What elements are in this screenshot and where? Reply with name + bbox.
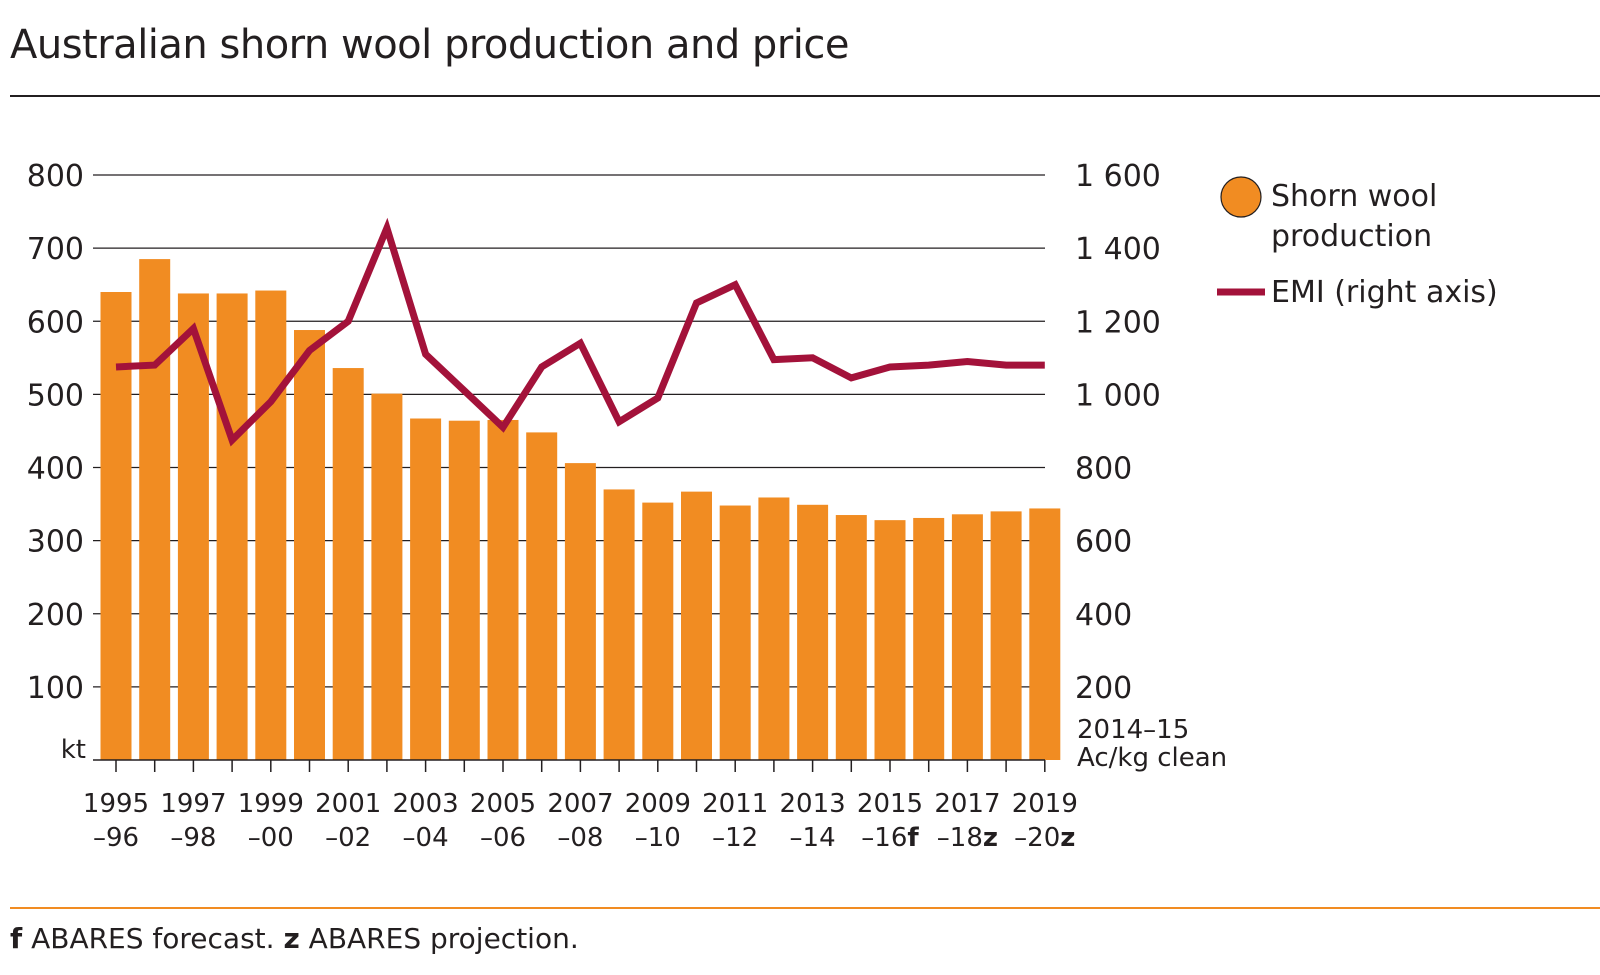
x-tick-label-range-text: –20 [1014, 823, 1060, 853]
bar-production [294, 330, 325, 760]
bar-production [990, 511, 1022, 760]
x-tick-label-year: 2005 [470, 789, 536, 819]
x-tick-label-year: 2019 [1012, 789, 1078, 819]
y-right-tick-label: 200 [1075, 671, 1132, 706]
footnote-z-text: ABARES projection. [299, 922, 579, 955]
y-left-tick-label: 200 [27, 598, 84, 633]
y-right-tick-label: 400 [1075, 598, 1132, 633]
y-left-tick-label: 700 [27, 232, 84, 267]
y-left-tick-label: 600 [27, 305, 84, 340]
y-left-unit-label: kt [61, 735, 86, 765]
bar-production [564, 463, 596, 760]
y-right-tick-label: 1 400 [1075, 232, 1161, 267]
y-left-tick-label: 300 [27, 525, 84, 560]
y-left-tick-label: 400 [27, 452, 84, 487]
bar-production [487, 419, 519, 760]
bar-production [526, 432, 558, 760]
bar-production [410, 418, 442, 760]
x-tick-label-range-text: –00 [248, 823, 294, 853]
bar-production [642, 502, 674, 760]
x-tick-label-range-text: –06 [480, 823, 526, 853]
bar-production [835, 515, 867, 760]
bar-production [603, 489, 635, 760]
bar-production [719, 505, 751, 760]
bar-production [332, 368, 364, 760]
bar-production [758, 497, 790, 760]
x-tick-label-range: –04 [403, 823, 449, 853]
bar-production [216, 293, 248, 760]
bar-production [681, 491, 712, 760]
x-tick-label-suffix: f [907, 823, 919, 853]
x-tick-label-range: –14 [790, 823, 836, 853]
x-tick-label-range-text: –04 [403, 823, 449, 853]
footnote-f-marker: f [10, 922, 23, 955]
footnote-z-marker: z [283, 922, 300, 955]
x-tick-label-range-text: –96 [93, 823, 139, 853]
bar-production [874, 520, 906, 760]
x-tick-label-range: –18z [937, 823, 998, 853]
bar-production [100, 292, 132, 760]
bar-production [448, 420, 480, 760]
legend-label-production-2: production [1271, 219, 1432, 254]
x-tick-label-range-text: –12 [712, 823, 758, 853]
y-right-tick-label: 600 [1075, 525, 1132, 560]
bar-production [913, 517, 945, 760]
x-tick-label-year: 2009 [625, 789, 691, 819]
y-left-tick-label: 100 [27, 671, 84, 706]
bar-production [255, 290, 287, 760]
x-tick-label-range: –98 [170, 823, 216, 853]
bar-production [951, 514, 983, 760]
y-right-unit-label-2: Ac/kg clean [1077, 743, 1227, 773]
x-tick-label-range: –08 [557, 823, 603, 853]
x-tick-label-range-text: –02 [325, 823, 371, 853]
footnote-rule [10, 907, 1600, 909]
x-tick-label-year: 1995 [83, 789, 149, 819]
x-tick-label-range: –20z [1014, 823, 1075, 853]
x-tick-label-year: 2003 [393, 789, 459, 819]
y-right-tick-label: 1 000 [1075, 378, 1161, 413]
bar-production [1029, 508, 1061, 760]
legend-swatch-production [1220, 176, 1262, 218]
chart: 800 700 600 500 400 300 200 100 kt 1 600 1 400 1 20… [27, 159, 1498, 853]
x-tick-label-year: 1999 [238, 789, 304, 819]
y-left-tick-label: 800 [27, 159, 84, 194]
x-tick-label-year: 1997 [160, 789, 226, 819]
bar-production [371, 393, 403, 760]
title-rule [10, 95, 1600, 97]
legend-label-production-1: Shorn wool [1271, 179, 1437, 214]
y-right-tick-label: 1 200 [1075, 305, 1161, 340]
x-tick-label-suffix: z [983, 823, 998, 853]
x-tick-label-range: –12 [712, 823, 758, 853]
y-left-tick-label: 500 [27, 378, 84, 413]
y-right-tick-label: 800 [1075, 452, 1132, 487]
y-right-unit-label-1: 2014–15 [1077, 715, 1189, 745]
x-tick-label-year: 2015 [857, 789, 923, 819]
x-tick-label-year: 2011 [702, 789, 768, 819]
x-tick-label-range-text: –08 [557, 823, 603, 853]
x-tick-label-range-text: –98 [170, 823, 216, 853]
x-tick-label-range: –06 [480, 823, 526, 853]
x-tick-label-year: 2001 [315, 789, 381, 819]
x-tick-label-range: –00 [248, 823, 294, 853]
x-tick-label-range-text: –16 [861, 823, 907, 853]
x-tick-label-range: –02 [325, 823, 371, 853]
x-tick-label-range-text: –10 [635, 823, 681, 853]
footnote: f ABARES forecast. z ABARES projection. [10, 922, 579, 955]
x-tick-label-range: –96 [93, 823, 139, 853]
bar-production [139, 259, 171, 760]
legend-label-emi: EMI (right axis) [1271, 275, 1498, 310]
footnote-f-text: ABARES forecast. [22, 922, 284, 955]
x-tick-label-year: 2017 [934, 789, 1000, 819]
x-tick-label-range: –16f [861, 823, 919, 853]
bar-production [177, 293, 209, 760]
chart-title: Australian shorn wool production and pri… [10, 22, 849, 68]
x-tick-label-year: 2007 [547, 789, 613, 819]
x-tick-label-range-text: –18 [937, 823, 983, 853]
y-right-tick-label: 1 600 [1075, 159, 1161, 194]
x-tick-label-year: 2013 [780, 789, 846, 819]
x-tick-label-range: –10 [635, 823, 681, 853]
x-tick-label-range-text: –14 [790, 823, 836, 853]
bar-production [797, 504, 829, 760]
x-tick-label-suffix: z [1060, 823, 1075, 853]
